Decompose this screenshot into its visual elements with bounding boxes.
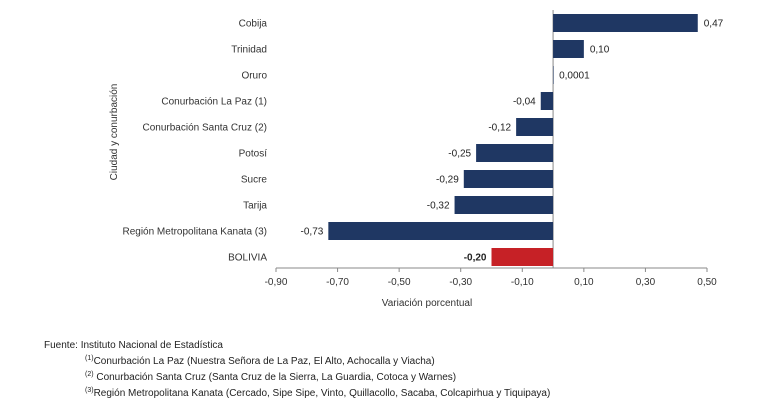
data-label: -0,32 <box>427 201 450 212</box>
bar <box>553 66 554 84</box>
source-note: Fuente: Instituto Nacional de Estadístic… <box>44 340 223 351</box>
category-label: Tarija <box>243 201 267 212</box>
bar <box>553 40 584 58</box>
bar <box>328 222 554 240</box>
bar <box>476 144 554 162</box>
data-label: 0,10 <box>590 45 610 56</box>
y-axis-title: Ciudad y conurbación <box>109 84 120 181</box>
footnote-1: (1)Conurbación La Paz (Nuestra Señora de… <box>85 352 550 368</box>
bar <box>491 248 554 266</box>
x-tick-label: 0,10 <box>574 277 594 288</box>
footnote-text: Conurbación La Paz (Nuestra Señora de La… <box>93 356 435 367</box>
category-label: Sucre <box>241 175 268 186</box>
data-label: -0,25 <box>448 149 471 160</box>
category-label: Trinidad <box>231 45 267 56</box>
footnotes: Fuente: Instituto Nacional de Estadístic… <box>44 339 550 400</box>
footnote-3: (3)Región Metropolitana Kanata (Cercado,… <box>85 384 550 400</box>
data-label: 0,47 <box>704 19 724 30</box>
data-label: 0,0001 <box>559 71 590 82</box>
bar <box>454 196 554 214</box>
footnote-text: Conurbación Santa Cruz (Santa Cruz de la… <box>93 372 457 383</box>
bar <box>540 92 554 110</box>
category-label: Conurbación Santa Cruz (2) <box>142 123 267 134</box>
x-tick-label: 0,50 <box>697 277 717 288</box>
data-label: -0,73 <box>301 227 324 238</box>
category-label: Potosí <box>239 149 268 160</box>
data-label: -0,20 <box>464 253 487 264</box>
x-tick-label: -0,30 <box>449 277 472 288</box>
category-label: Oruro <box>241 71 267 82</box>
x-tick-label: -0,90 <box>265 277 288 288</box>
x-tick-label: -0,70 <box>326 277 349 288</box>
x-tick-label: -0,10 <box>511 277 534 288</box>
footnote-mark: (2) <box>85 371 94 378</box>
data-label: -0,12 <box>488 123 511 134</box>
x-axis-title: Variación porcentual <box>382 298 472 309</box>
data-label: -0,04 <box>513 97 536 108</box>
bar <box>553 14 698 32</box>
bar <box>516 118 554 136</box>
footnote-2: (2) Conurbación Santa Cruz (Santa Cruz d… <box>85 368 550 384</box>
bar <box>463 170 554 188</box>
footnote-text: Región Metropolitana Kanata (Cercado, Si… <box>93 388 551 399</box>
category-label: Conurbación La Paz (1) <box>161 97 267 108</box>
x-tick-label: -0,50 <box>388 277 411 288</box>
bar-chart: Cobija 0,47 Trinidad 0,10 Oruro 0,0001 Conurba… <box>109 10 724 309</box>
category-label: Cobija <box>239 19 268 30</box>
footnote-mark: (3) <box>85 387 94 394</box>
category-label: Región Metropolitana Kanata (3) <box>122 227 267 238</box>
footnote-mark: (1) <box>85 355 94 362</box>
category-label: BOLIVIA <box>228 253 267 264</box>
x-tick-label: 0,30 <box>636 277 656 288</box>
data-label: -0,29 <box>436 175 459 186</box>
